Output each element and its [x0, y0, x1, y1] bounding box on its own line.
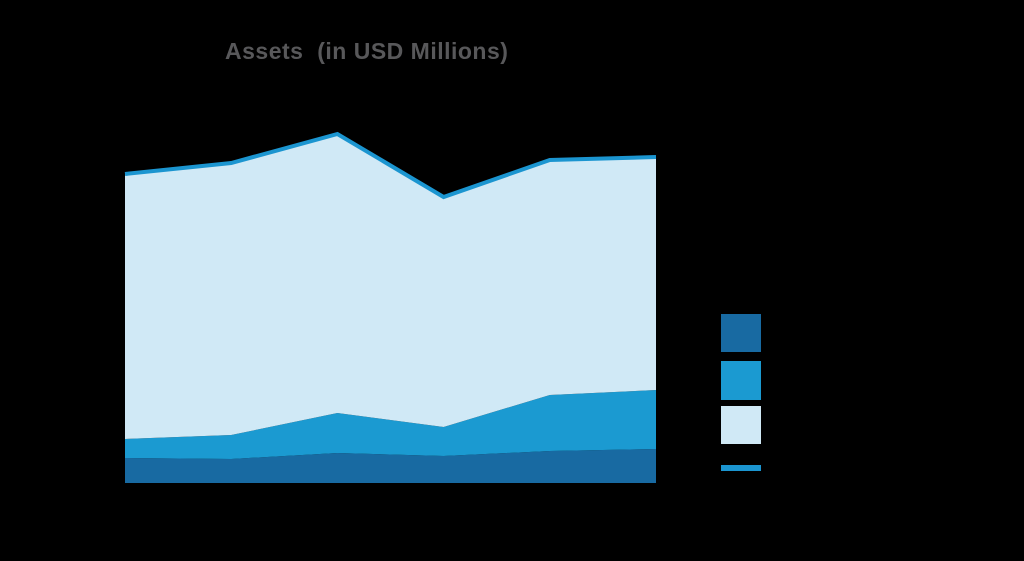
legend-swatch-dark-blue	[721, 314, 761, 352]
legend-line-swatch	[721, 465, 761, 471]
area-middle-band-medium-blue	[125, 390, 656, 459]
chart-title: Assets (in USD Millions)	[225, 38, 509, 64]
total-line	[124, 131, 657, 200]
area-bottom-band-dark-blue	[125, 449, 656, 483]
legend-swatch-medium-blue	[721, 361, 761, 400]
area-top-band-light-blue	[125, 134, 656, 439]
legend-swatch-light-blue	[721, 406, 761, 444]
